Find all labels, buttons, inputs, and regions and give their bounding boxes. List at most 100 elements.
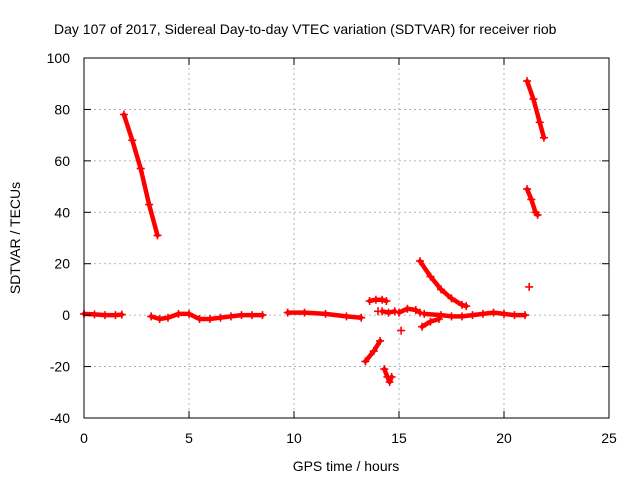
- data-point: [535, 118, 544, 127]
- series-line: [396, 306, 423, 315]
- data-point: [185, 309, 193, 318]
- data-point: [525, 282, 534, 291]
- series-line: [382, 366, 394, 385]
- data-point: [533, 210, 542, 219]
- data-point: [447, 312, 456, 321]
- data-point: [437, 311, 445, 320]
- data-point: [155, 315, 164, 323]
- data-point: [248, 311, 256, 320]
- data-point: [300, 308, 309, 317]
- data-point: [117, 310, 126, 319]
- data-point: [361, 357, 370, 366]
- x-tick-label: 0: [80, 430, 88, 446]
- data-point: [357, 313, 366, 322]
- series-layer: [80, 77, 548, 386]
- series-arc-2: [119, 110, 162, 240]
- data-point: [237, 311, 246, 320]
- data-point: [479, 309, 487, 318]
- data-point: [387, 372, 396, 381]
- series-arc-6: [365, 295, 391, 305]
- data-point: [174, 309, 183, 318]
- data-point: [206, 315, 214, 323]
- chart-title: Day 107 of 2017, Sidereal Day-to-day VTE…: [54, 21, 557, 37]
- data-point: [195, 315, 204, 323]
- series-arc-5: [361, 336, 385, 366]
- data-point: [258, 311, 267, 320]
- x-tick-label: 15: [391, 430, 407, 446]
- x-axis-label: GPS time / hours: [293, 458, 400, 474]
- data-point: [426, 317, 435, 326]
- data-point: [153, 231, 162, 240]
- series-line: [524, 78, 547, 140]
- y-tick-label: 80: [54, 101, 70, 117]
- y-tick-label: -20: [50, 359, 70, 375]
- data-point: [523, 77, 532, 86]
- series-line: [524, 186, 540, 218]
- data-point: [376, 336, 385, 345]
- data-point: [136, 164, 145, 173]
- x-tick-label: 25: [601, 430, 617, 446]
- x-tick-label: 10: [286, 430, 302, 446]
- data-point: [523, 185, 532, 194]
- plot-frame: [83, 57, 610, 419]
- grid-lines: [84, 58, 609, 418]
- data-point: [521, 311, 529, 320]
- series-arc-7: [380, 365, 396, 386]
- data-point: [527, 195, 536, 204]
- x-tick-label: 5: [185, 430, 193, 446]
- data-point: [437, 285, 445, 294]
- data-point: [468, 311, 477, 320]
- data-point: [458, 300, 466, 309]
- y-tick-label: 40: [54, 204, 70, 220]
- data-point: [369, 347, 378, 356]
- data-point: [411, 306, 420, 314]
- data-point: [147, 312, 156, 321]
- data-point: [462, 302, 471, 311]
- data-point: [385, 378, 394, 386]
- data-point: [164, 313, 172, 322]
- axis-ticks: [83, 57, 610, 419]
- data-point: [500, 309, 508, 318]
- data-point: [90, 310, 99, 319]
- data-point: [458, 312, 466, 321]
- data-point: [365, 297, 374, 305]
- x-tick-label: 20: [496, 430, 512, 446]
- x-tick-labels: 0 5 10 15 20 25: [80, 430, 617, 446]
- data-point: [128, 136, 137, 145]
- data-point: [416, 257, 424, 266]
- data-point: [342, 312, 351, 321]
- series-arc-3: [147, 309, 267, 323]
- data-point: [418, 322, 427, 331]
- series-arc-9: [395, 304, 424, 317]
- data-point: [382, 297, 391, 305]
- data-point: [539, 133, 548, 142]
- data-point: [374, 307, 382, 316]
- data-point: [384, 308, 393, 317]
- data-point: [380, 365, 389, 374]
- data-point: [216, 313, 225, 322]
- data-point: [145, 200, 154, 209]
- data-point: [101, 311, 109, 320]
- data-point: [119, 110, 128, 119]
- data-point: [378, 295, 387, 304]
- y-tick-label: 60: [54, 153, 70, 169]
- data-point: [426, 272, 435, 281]
- y-axis-label: SDTVAR / TECUs: [7, 182, 23, 294]
- y-tick-label: 0: [62, 307, 70, 323]
- y-tick-label: 20: [54, 256, 70, 272]
- series-arc-13: [523, 77, 548, 142]
- data-point: [510, 311, 519, 320]
- data-point: [489, 308, 498, 317]
- data-point: [447, 294, 456, 303]
- data-point: [397, 326, 406, 335]
- series-arc-11: [418, 315, 443, 331]
- data-point: [529, 95, 538, 104]
- data-point: [321, 309, 330, 318]
- y-tick-label: -40: [50, 410, 70, 426]
- series-arc-14: [523, 185, 542, 219]
- y-tick-label: 100: [47, 50, 71, 66]
- series-line: [421, 310, 528, 319]
- series-arc-12: [420, 308, 529, 321]
- series-arc-1: [80, 309, 126, 320]
